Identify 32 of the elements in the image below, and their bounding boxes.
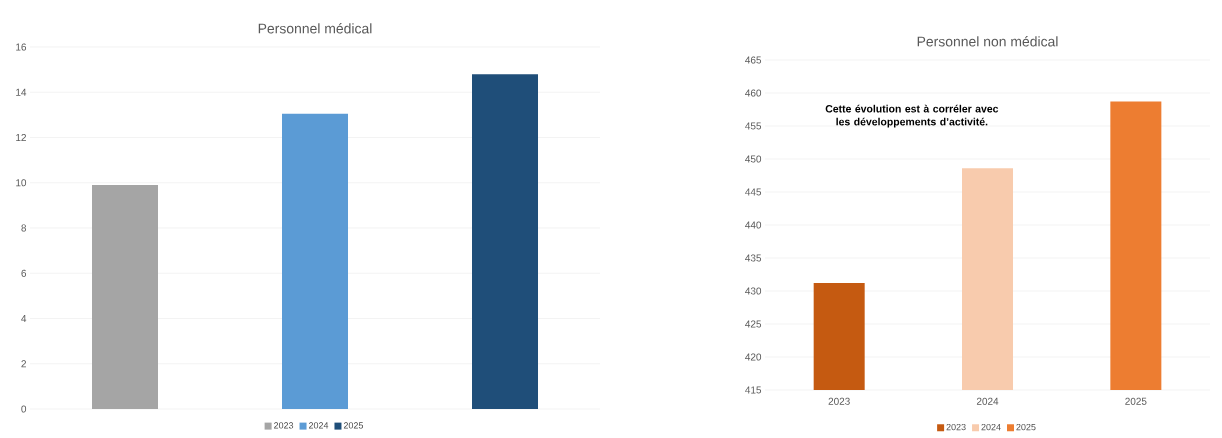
y-tick-label: 16 xyxy=(16,43,27,51)
y-tick-label: 445 xyxy=(745,188,762,196)
y-tick-label: 420 xyxy=(745,353,762,361)
y-tick-label: 8 xyxy=(21,224,27,232)
y-tick-label: 14 xyxy=(16,88,27,96)
y-tick-label: 450 xyxy=(745,155,762,163)
chart-title: Personnel médical xyxy=(258,23,372,34)
y-tick-label: 0 xyxy=(21,405,27,413)
y-tick-label: 465 xyxy=(745,56,762,64)
legend-label: 2025 xyxy=(343,422,364,429)
y-tick-label: 4 xyxy=(21,315,27,322)
y-tick-label: 455 xyxy=(745,122,762,130)
y-tick-label: 425 xyxy=(745,320,762,328)
y-tick-label: 435 xyxy=(745,254,762,262)
legend-label: 2024 xyxy=(981,423,1001,431)
chart-title: Personnel non médical xyxy=(917,36,1058,47)
x-tick-label: 2025 xyxy=(1125,397,1147,405)
annotation: Cette évolution est à corréler avec les développements d’activité. xyxy=(825,104,999,128)
legend-label: 2024 xyxy=(308,422,329,429)
x-tick-label: 2023 xyxy=(828,397,850,405)
y-tick-label: 415 xyxy=(745,386,762,394)
legend-label: 2023 xyxy=(274,422,294,429)
y-tick-label: 440 xyxy=(745,221,762,229)
y-tick-label: 6 xyxy=(21,269,27,277)
legend-label: 2023 xyxy=(946,423,966,431)
y-tick-label: 2 xyxy=(21,360,26,368)
y-tick-label: 12 xyxy=(16,134,26,141)
y-tick-label: 460 xyxy=(745,89,762,97)
legend-label: 2025 xyxy=(1016,423,1036,431)
y-tick-label: 10 xyxy=(16,179,27,187)
y-tick-label: 430 xyxy=(745,287,762,295)
x-tick-label: 2024 xyxy=(976,397,999,405)
